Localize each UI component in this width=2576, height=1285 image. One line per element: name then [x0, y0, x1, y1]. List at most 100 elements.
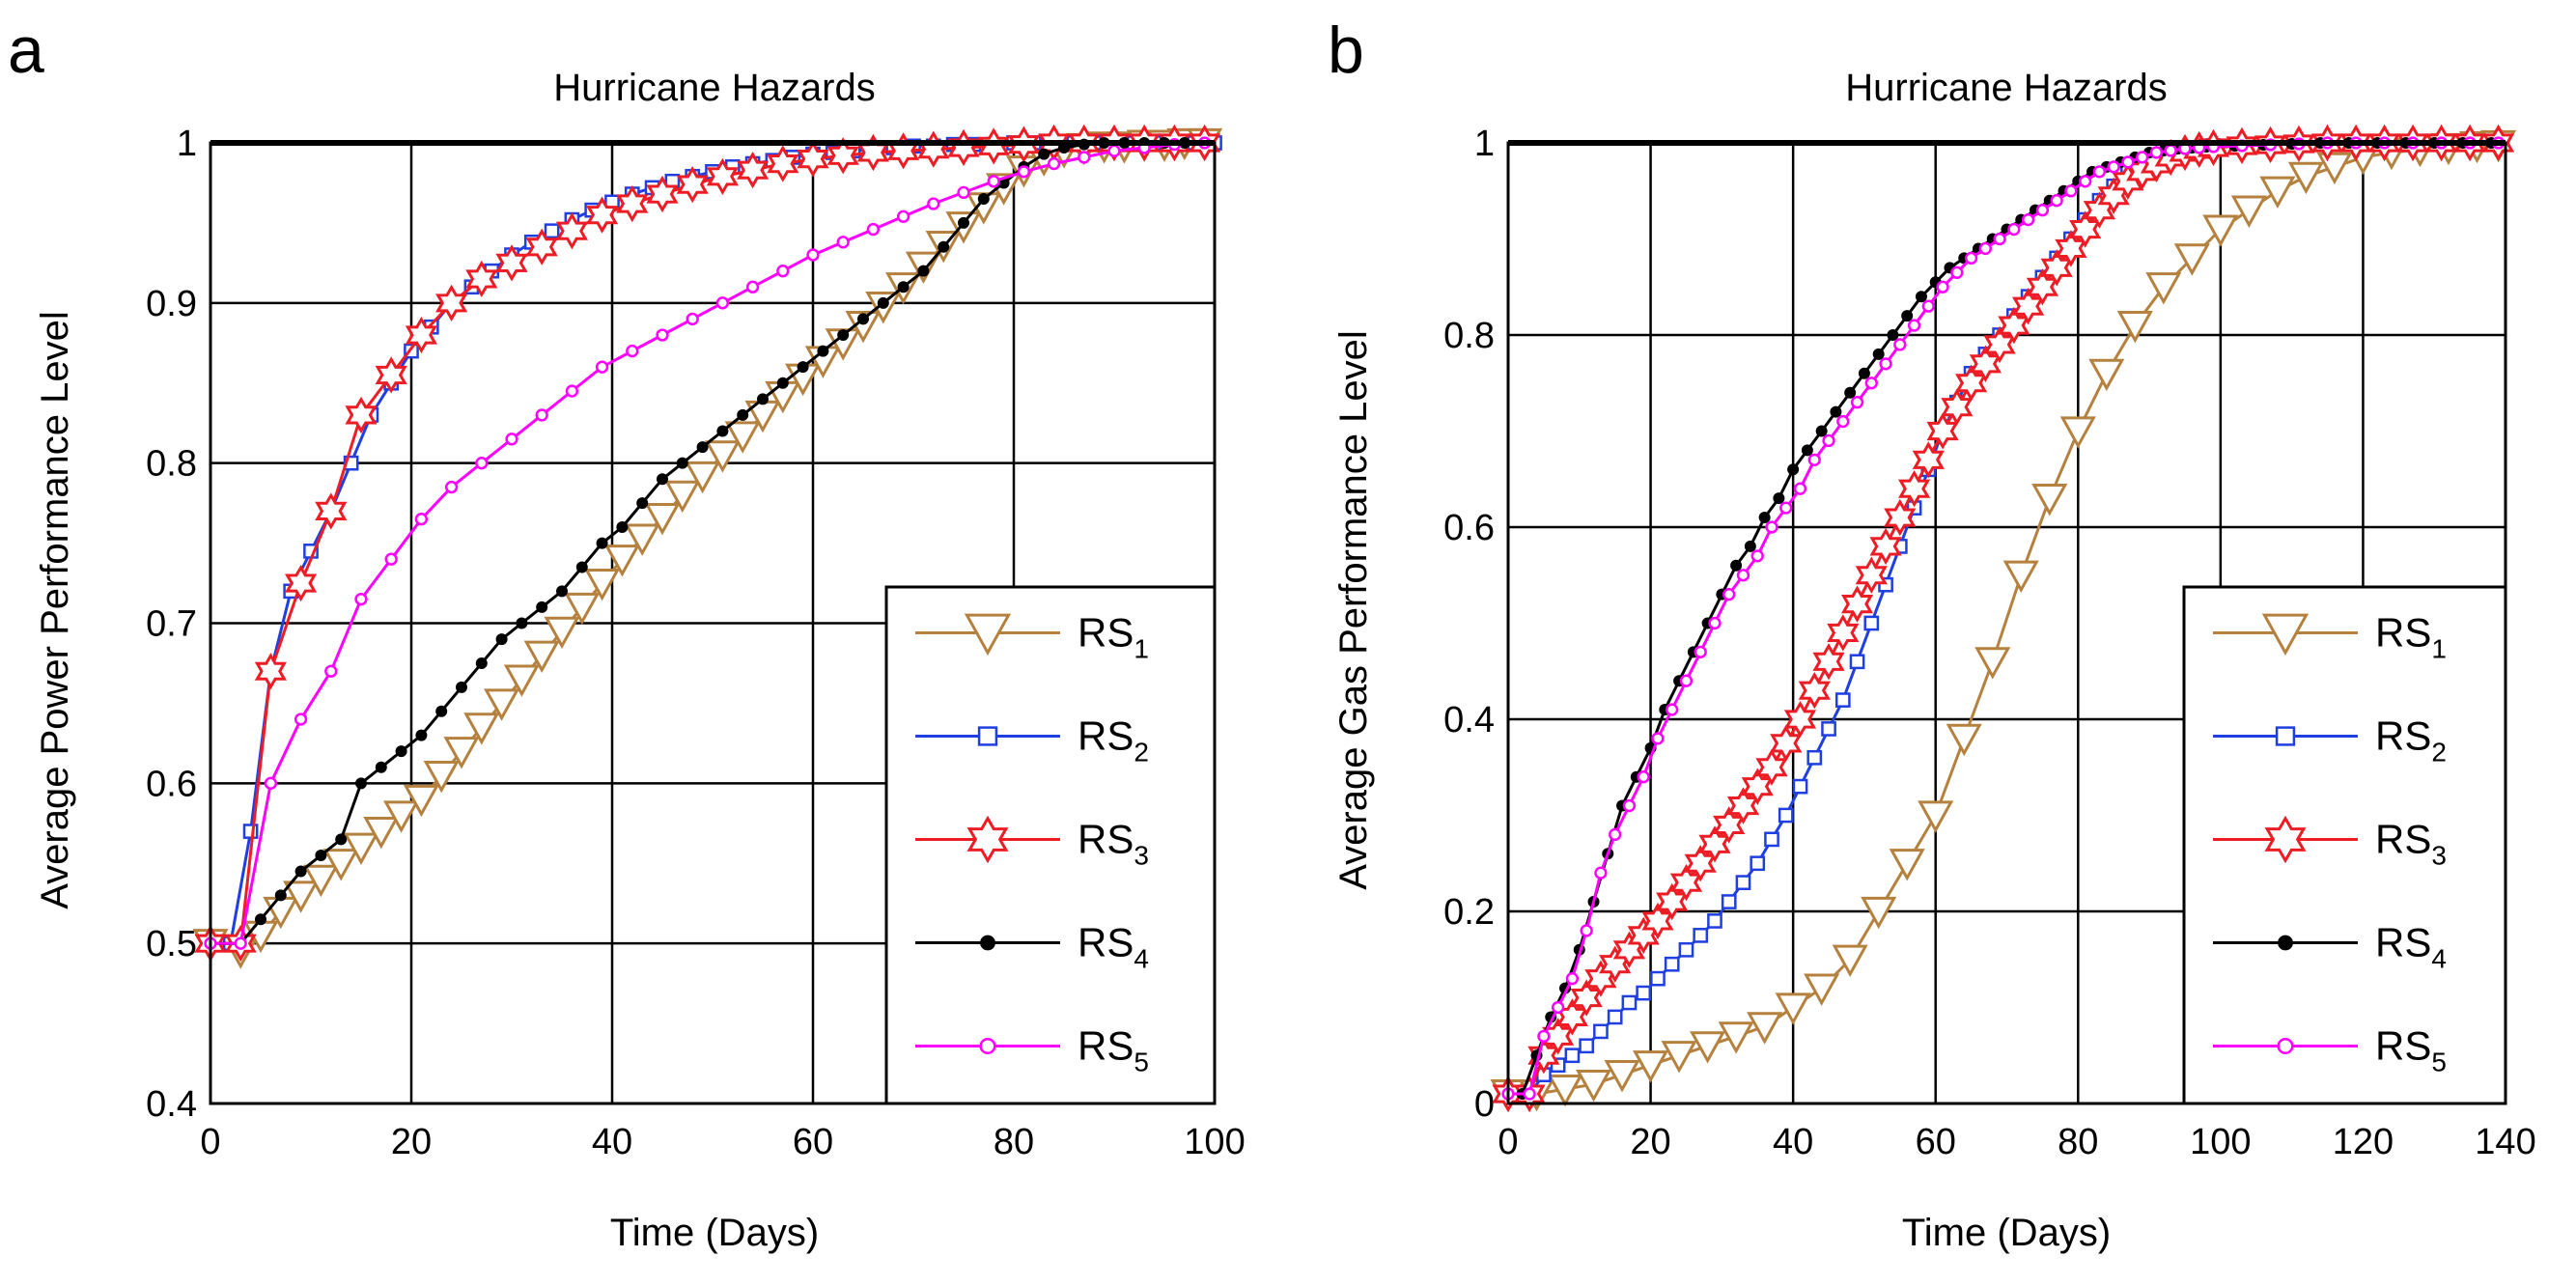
- data-point: [505, 433, 518, 446]
- data-point: [624, 523, 660, 556]
- data-point: [1637, 770, 1650, 784]
- data-point: [1889, 849, 1925, 881]
- data-point: [1974, 647, 2011, 680]
- x-tick-label: 20: [1630, 1122, 1670, 1162]
- data-point: [264, 776, 278, 790]
- legend-item: RS4: [2213, 920, 2447, 974]
- data-point: [525, 228, 558, 265]
- data-point: [806, 248, 820, 262]
- data-point: [1844, 386, 1857, 399]
- legend-marker: [2278, 935, 2293, 951]
- data-point: [1832, 944, 1868, 978]
- y-tick-label: 0.6: [1443, 508, 1495, 548]
- data-point: [315, 492, 348, 530]
- data-point: [716, 425, 729, 437]
- data-point: [836, 236, 850, 249]
- data-point: [896, 210, 910, 223]
- data-point: [917, 130, 950, 168]
- data-point: [767, 145, 799, 182]
- y-tick-label: 1: [177, 124, 197, 164]
- legend-label-sub: 3: [2431, 841, 2447, 871]
- data-point: [1793, 482, 1807, 495]
- data-point: [1858, 367, 1870, 379]
- data-point: [1661, 1041, 1697, 1074]
- y-tick-label: 0.7: [146, 604, 197, 645]
- data-point: [1950, 265, 1964, 279]
- data-point: [2287, 161, 2324, 195]
- data-point: [294, 865, 307, 878]
- data-point: [1708, 616, 1722, 630]
- data-point: [826, 137, 859, 175]
- data-point: [1836, 414, 1850, 429]
- data-point: [302, 864, 339, 898]
- data-point: [1736, 569, 1750, 582]
- legend-label: RS4: [2375, 920, 2447, 974]
- data-point: [724, 421, 761, 454]
- data-point: [1744, 540, 1756, 552]
- legend-label-main: RS: [1078, 713, 1134, 759]
- legend-label: RS3: [1078, 817, 1149, 871]
- panel-b-axes: 0 20 40 60 80 100 120 14000.20.40.60.81RS1RS2RS…: [1443, 124, 2536, 1162]
- data-point: [1798, 672, 1831, 710]
- data-point: [2202, 214, 2239, 247]
- legend-label-sub: 2: [2431, 738, 2447, 768]
- legend-label-sub: 4: [2431, 944, 2447, 974]
- data-point: [1547, 1074, 1583, 1107]
- data-point: [1666, 703, 1679, 716]
- data-point: [2002, 560, 2039, 594]
- data-point: [1607, 1009, 1623, 1025]
- data-point: [2145, 272, 2182, 305]
- legend-marker: [980, 935, 995, 951]
- data-point: [1747, 1012, 1783, 1045]
- y-tick-label: 1: [1474, 124, 1495, 164]
- legend-label-sub: 1: [2431, 634, 2447, 664]
- legend-marker: [2275, 726, 2296, 746]
- legend-label-main: RS: [1078, 1023, 1134, 1069]
- data-point: [1936, 280, 1949, 293]
- data-point: [1593, 1023, 1609, 1040]
- data-point: [2230, 195, 2267, 228]
- data-point: [475, 656, 488, 669]
- data-point: [463, 712, 500, 745]
- data-point: [1778, 807, 1794, 824]
- data-point: [1758, 512, 1771, 524]
- data-point: [484, 688, 520, 721]
- legend-label-main: RS: [2375, 817, 2431, 862]
- data-point: [1946, 723, 1982, 757]
- data-point: [355, 777, 367, 790]
- x-tick-label: 100: [1184, 1122, 1245, 1162]
- legend-label-sub: 3: [1134, 841, 1149, 871]
- data-point: [1864, 377, 1878, 390]
- data-point: [917, 265, 930, 277]
- data-point: [877, 296, 889, 309]
- data-point: [745, 280, 760, 293]
- data-point: [757, 393, 769, 405]
- data-point: [1887, 329, 1899, 341]
- data-point: [1636, 985, 1652, 1001]
- data-point: [345, 396, 378, 434]
- panel-a: a Hurricane Hazards 0 20 40 60 80 100 0.4 0.5 0.…: [8, 14, 1246, 1254]
- data-point: [1107, 144, 1121, 157]
- data-point: [1718, 1021, 1754, 1054]
- data-point: [857, 313, 869, 325]
- data-point: [254, 653, 287, 690]
- x-tick-label: 40: [592, 1122, 632, 1162]
- data-point: [403, 784, 439, 818]
- data-point: [1735, 875, 1751, 890]
- legend-item: RS2: [2213, 713, 2447, 768]
- data-point: [1804, 973, 1840, 1006]
- data-point: [1964, 251, 1978, 265]
- data-point: [315, 849, 327, 861]
- data-point: [737, 408, 749, 421]
- data-point: [434, 284, 468, 321]
- panel-b-xlabel: Time (Days): [1902, 1212, 2111, 1254]
- legend-label: RS5: [2375, 1023, 2447, 1077]
- data-point: [395, 745, 407, 758]
- data-point: [1893, 338, 1907, 351]
- data-point: [676, 166, 709, 204]
- data-point: [2164, 144, 2177, 157]
- data-point: [516, 617, 528, 629]
- legend-label: RS1: [1078, 610, 1149, 664]
